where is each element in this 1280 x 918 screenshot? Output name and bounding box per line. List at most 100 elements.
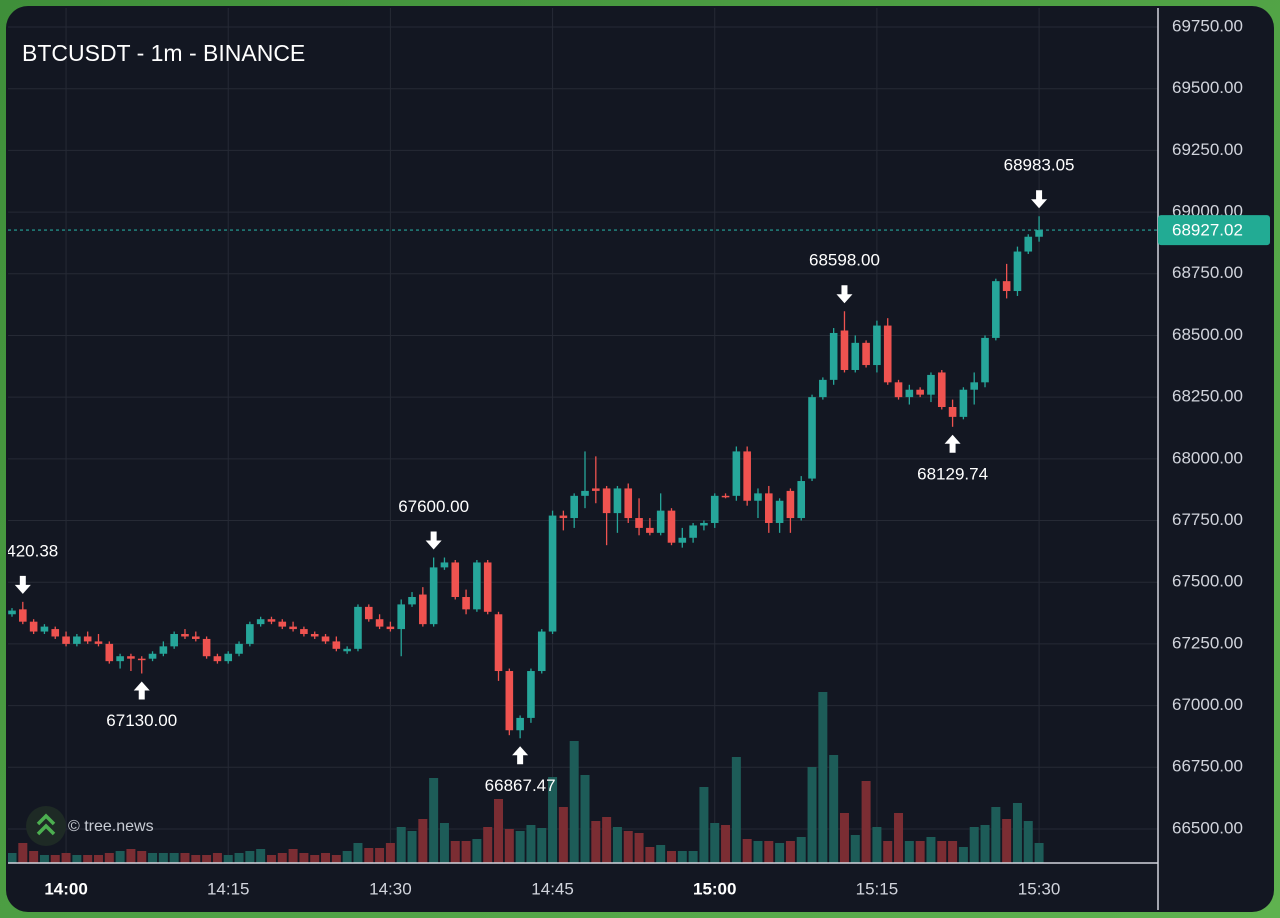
candle-layer [8, 216, 1043, 739]
candle-body [840, 330, 849, 370]
candle-body [548, 515, 557, 632]
y-tick-label: 69500.00 [1172, 78, 1243, 97]
last-price-label: 68927.02 [1172, 221, 1243, 240]
candle-body [386, 626, 395, 630]
volume-bar [537, 828, 547, 863]
volume-bar [61, 853, 71, 863]
candle-body [332, 641, 341, 649]
watermark-text: © tree.news [68, 818, 154, 835]
volume-bar [1034, 843, 1044, 863]
volume-bar [526, 825, 536, 863]
candle-body [224, 653, 233, 662]
volume-bar [212, 853, 222, 863]
volume-bar [548, 777, 558, 863]
candle-body [1035, 230, 1043, 237]
marker-arrow [944, 434, 961, 453]
candle-body [927, 374, 935, 395]
volume-bar [72, 855, 82, 863]
candle-body [581, 490, 589, 496]
marker-label: 68129.74 [917, 464, 988, 483]
volume-bar [915, 841, 925, 863]
candle-body [354, 606, 362, 649]
volume-bar [850, 835, 860, 863]
candle-body [992, 281, 1000, 338]
candle-body [289, 626, 297, 630]
volume-bar [894, 813, 904, 863]
candle-body [1002, 281, 1011, 292]
candle-body [937, 372, 946, 407]
candle-body [1024, 236, 1033, 252]
volume-bar [677, 851, 687, 863]
volume-bar [429, 778, 439, 863]
candle-body [267, 619, 276, 622]
volume-bar [331, 855, 341, 863]
candle-body [894, 382, 903, 398]
volume-bar [277, 853, 287, 863]
x-tick-label: 14:30 [369, 879, 412, 898]
candle-body [310, 634, 319, 637]
volume-bar [515, 831, 525, 863]
volume-bar [731, 757, 741, 863]
volume-bar [29, 851, 39, 863]
volume-bar [796, 837, 806, 863]
candle-body [905, 389, 914, 398]
candle-body [429, 567, 438, 625]
volume-bar [634, 833, 644, 863]
marker-arrow [425, 531, 442, 550]
marker-label: 68598.00 [809, 251, 880, 270]
x-tick-label: 15:00 [693, 879, 736, 898]
volume-bar [602, 817, 612, 863]
marker-layer: 67420.38 67130.00 67600.00 66867.47 68598.00… [8, 156, 1158, 795]
volume-bar [310, 855, 320, 863]
volume-bar [645, 847, 655, 863]
candle-body [959, 389, 968, 417]
volume-bar [591, 821, 601, 863]
volume-bar [937, 841, 947, 863]
candle-body [516, 717, 524, 731]
volume-bar [721, 825, 731, 863]
candle-body [29, 621, 38, 632]
candle-body [819, 379, 827, 398]
candle-body [808, 397, 816, 479]
candle-body [700, 522, 708, 526]
candle-body [948, 407, 957, 417]
marker-arrow [14, 575, 31, 594]
candle-body [570, 495, 578, 519]
volume-bar [1002, 819, 1012, 863]
volume-bar [39, 855, 49, 863]
volume-bar [148, 853, 158, 863]
candle-body [213, 656, 222, 662]
candle-body [1013, 251, 1022, 292]
candle-body [19, 609, 27, 622]
volume-bar [558, 807, 568, 863]
volume-bar [807, 767, 817, 863]
candle-body [462, 597, 470, 610]
candle-body [408, 597, 416, 605]
candle-body [635, 518, 643, 528]
volume-bar [18, 843, 28, 863]
candle-body [137, 658, 146, 661]
candle-body [364, 606, 373, 620]
y-tick-label: 68250.00 [1172, 387, 1243, 406]
volume-bar [191, 855, 201, 863]
volume-bar [158, 853, 168, 863]
volume-bar [439, 823, 449, 863]
candle-body [981, 337, 989, 383]
candle-body [8, 610, 16, 615]
candle-body [646, 527, 654, 533]
candle-body [181, 634, 189, 637]
candle-body [624, 488, 633, 519]
candle-body [754, 493, 762, 501]
volume-bar [494, 799, 504, 863]
candle-body [873, 325, 881, 366]
y-tick-label: 69750.00 [1172, 16, 1243, 35]
grid [8, 8, 1158, 863]
candle-body [689, 525, 697, 538]
volume-bar [861, 781, 871, 863]
candle-body [667, 510, 676, 543]
candle-body [451, 562, 460, 597]
volume-bar [829, 755, 839, 863]
volume-bar [396, 827, 406, 863]
candle-body [710, 495, 719, 523]
candle-body [148, 653, 157, 659]
